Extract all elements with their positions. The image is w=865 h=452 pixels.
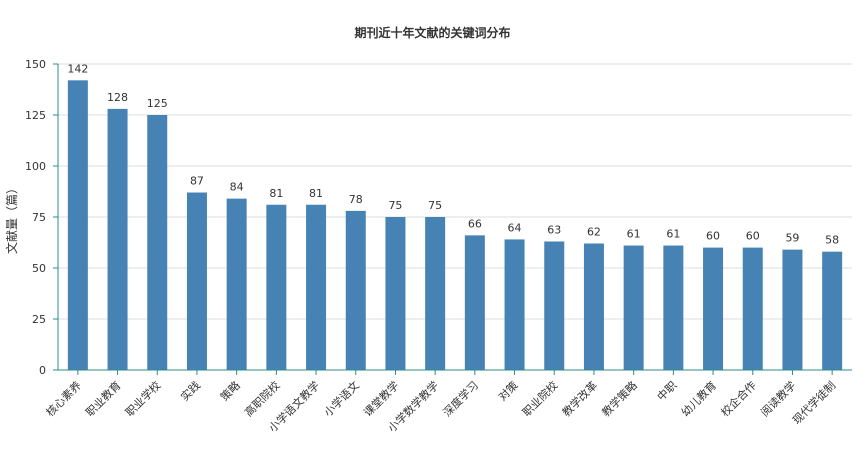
data-label: 58 bbox=[825, 234, 839, 247]
data-label: 61 bbox=[666, 228, 680, 241]
chart-title: 期刊近十年文献的关键词分布 bbox=[354, 26, 511, 40]
x-tick-label: 阅读教学 bbox=[758, 378, 799, 419]
bar[interactable] bbox=[742, 247, 763, 370]
data-label: 63 bbox=[547, 223, 561, 236]
x-tick-label: 课堂教学 bbox=[361, 378, 402, 419]
bar[interactable] bbox=[464, 235, 485, 370]
bar[interactable] bbox=[385, 217, 406, 370]
x-tick-label: 职业院校 bbox=[519, 378, 560, 419]
data-label: 125 bbox=[147, 97, 168, 110]
x-tick-label: 深度学习 bbox=[440, 378, 481, 419]
y-axis-title: 文献量（篇） bbox=[4, 182, 19, 254]
bar[interactable] bbox=[67, 80, 88, 370]
x-tick-label: 实践 bbox=[178, 378, 203, 403]
data-label: 75 bbox=[428, 199, 442, 212]
bar[interactable] bbox=[822, 251, 843, 370]
data-label: 81 bbox=[309, 187, 323, 200]
data-label: 66 bbox=[468, 217, 482, 230]
x-tick-label: 教学改革 bbox=[559, 378, 600, 419]
bar[interactable] bbox=[266, 204, 287, 370]
x-tick-label: 高职院校 bbox=[241, 378, 282, 419]
data-label: 59 bbox=[785, 232, 799, 245]
bar[interactable] bbox=[226, 198, 247, 370]
x-tick-label: 小学语文 bbox=[321, 378, 362, 419]
y-tick-label: 100 bbox=[25, 160, 46, 173]
bar[interactable] bbox=[583, 243, 604, 370]
data-label: 60 bbox=[746, 230, 760, 243]
x-tick-label: 校企合作 bbox=[718, 378, 759, 419]
data-label: 61 bbox=[627, 228, 641, 241]
x-tick-label: 对策 bbox=[495, 378, 520, 403]
bar[interactable] bbox=[345, 210, 366, 370]
bar[interactable] bbox=[107, 108, 128, 370]
data-label: 78 bbox=[349, 193, 363, 206]
y-tick-label: 125 bbox=[25, 109, 46, 122]
x-tick-label: 策略 bbox=[217, 378, 242, 403]
bar[interactable] bbox=[306, 204, 327, 370]
y-tick-label: 75 bbox=[32, 211, 46, 224]
data-label: 64 bbox=[508, 221, 522, 234]
x-tick-label: 幼儿教育 bbox=[678, 378, 719, 419]
bar[interactable] bbox=[544, 241, 565, 370]
bar[interactable] bbox=[782, 249, 803, 370]
data-label: 75 bbox=[388, 199, 402, 212]
data-label: 142 bbox=[67, 62, 88, 75]
data-labels: 142 128 125 87 84 81 81 78 75 75 66 64 63 62 61 61 60 60 5… bbox=[67, 62, 839, 246]
y-tick-label: 50 bbox=[32, 262, 46, 275]
x-tick-label: 教学策略 bbox=[599, 378, 640, 419]
bars bbox=[67, 80, 843, 370]
bar[interactable] bbox=[425, 217, 446, 370]
bar[interactable] bbox=[703, 247, 724, 370]
data-label: 84 bbox=[230, 181, 244, 194]
bar[interactable] bbox=[623, 245, 644, 370]
x-tick-label: 职业教育 bbox=[83, 378, 124, 419]
x-tick-label: 中职 bbox=[655, 379, 680, 404]
data-label: 62 bbox=[587, 226, 601, 239]
data-label: 128 bbox=[107, 91, 128, 104]
x-tick-label: 现代学徒制 bbox=[789, 378, 838, 427]
bar[interactable] bbox=[186, 192, 207, 370]
data-label: 81 bbox=[269, 187, 283, 200]
y-tick-label: 150 bbox=[25, 58, 46, 71]
x-tick-label: 职业学校 bbox=[122, 378, 163, 419]
bar[interactable] bbox=[504, 239, 525, 370]
y-tick-label: 0 bbox=[39, 364, 46, 377]
data-label: 60 bbox=[706, 230, 720, 243]
bar[interactable] bbox=[147, 115, 168, 370]
grid-lines bbox=[58, 63, 852, 320]
x-tick-label: 核心素养 bbox=[43, 378, 84, 419]
y-tick-label: 25 bbox=[32, 313, 46, 326]
data-label: 87 bbox=[190, 175, 204, 188]
bar[interactable] bbox=[663, 245, 684, 370]
